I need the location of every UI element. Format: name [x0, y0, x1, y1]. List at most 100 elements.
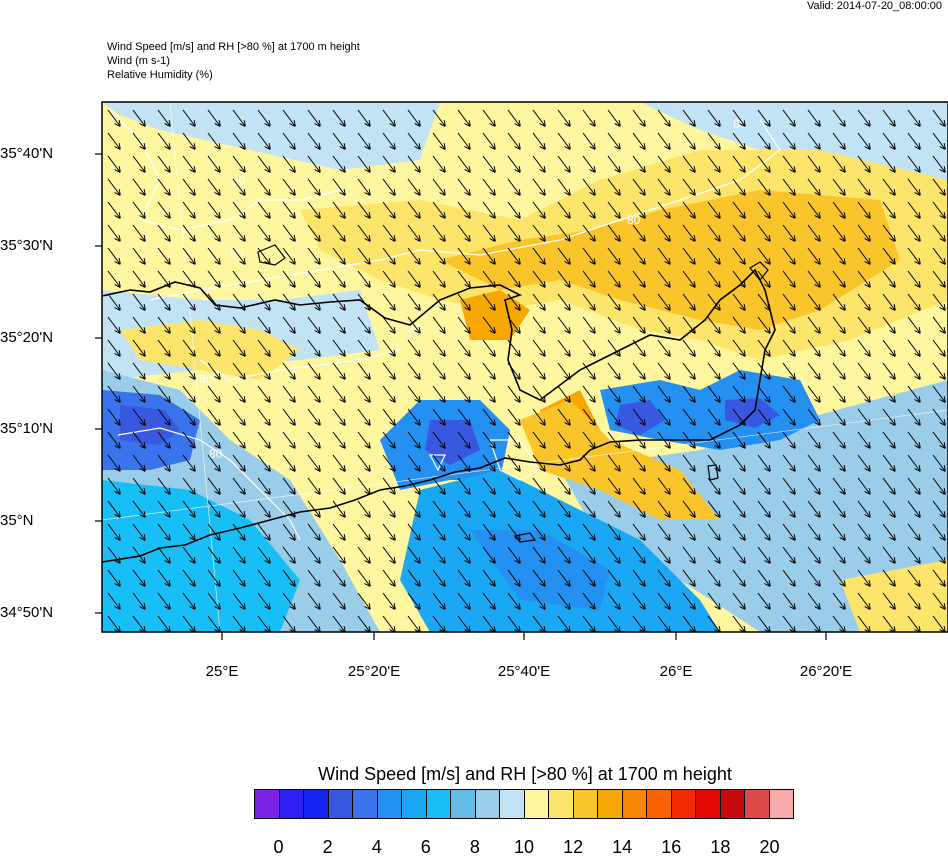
wind-arrow — [832, 339, 845, 356]
wind-arrow — [182, 500, 195, 517]
colorbar-swatch — [720, 790, 745, 818]
wind-arrow — [482, 569, 495, 586]
wind-arrow — [707, 109, 720, 126]
wind-arrow — [907, 339, 920, 356]
wind-arrow — [132, 339, 145, 356]
wind-arrow — [732, 224, 745, 241]
wind-arrow — [607, 201, 620, 218]
wind-arrow — [182, 454, 195, 471]
colorbar — [254, 789, 794, 819]
wind-arrow — [157, 132, 170, 149]
wind-arrow — [232, 592, 245, 609]
wind-arrow — [182, 178, 195, 195]
wind-arrow — [857, 454, 870, 471]
wind-arrow — [932, 201, 945, 218]
wind-arrow — [607, 546, 620, 563]
wind-arrow — [332, 270, 345, 287]
wind-arrow — [482, 408, 495, 425]
wind-arrow — [307, 293, 320, 310]
wind-arrow — [407, 178, 420, 195]
wind-arrow — [357, 454, 370, 471]
wind-arrow — [882, 477, 895, 494]
wind-arrow — [607, 109, 620, 126]
wind-arrow — [757, 569, 770, 586]
wind-arrow — [107, 546, 120, 563]
wind-arrow — [707, 247, 720, 264]
wind-arrow — [932, 316, 945, 333]
wind-arrow — [382, 362, 395, 379]
wind-arrow — [657, 454, 670, 471]
wind-arrow — [632, 615, 645, 632]
wind-arrow — [457, 569, 470, 586]
plot-frame — [101, 101, 948, 633]
wind-arrow — [382, 592, 395, 609]
wind-arrow — [482, 109, 495, 126]
wind-arrow — [432, 201, 445, 218]
wind-arrow — [507, 408, 520, 425]
wind-arrow — [757, 546, 770, 563]
wind-arrow — [632, 155, 645, 172]
wind-arrow — [732, 178, 745, 195]
wind-arrow — [382, 270, 395, 287]
wind-arrow — [507, 178, 520, 195]
wind-arrow — [157, 316, 170, 333]
wind-arrow — [307, 592, 320, 609]
wind-arrow — [232, 431, 245, 448]
wind-arrow — [532, 408, 545, 425]
wind-arrow — [107, 132, 120, 149]
wind-arrow — [682, 155, 695, 172]
wind-arrow — [882, 523, 895, 540]
wind-arrow — [182, 546, 195, 563]
wind-arrow — [582, 109, 595, 126]
wind-arrow — [657, 224, 670, 241]
wind-arrow — [857, 270, 870, 287]
wind-arrow — [232, 132, 245, 149]
wind-arrow — [432, 546, 445, 563]
blue-central-core — [425, 420, 480, 465]
wind-arrow — [807, 546, 820, 563]
wind-arrow — [132, 500, 145, 517]
wind-arrow — [307, 523, 320, 540]
wind-arrow — [432, 224, 445, 241]
wind-arrow — [432, 569, 445, 586]
wind-arrow — [907, 569, 920, 586]
wind-arrow — [507, 155, 520, 172]
header-title: Wind Speed [m/s] and RH [>80 %] at 1700 … — [107, 41, 360, 53]
wind-arrow — [157, 431, 170, 448]
wind-arrow — [757, 500, 770, 517]
wind-arrow — [607, 477, 620, 494]
wind-arrow — [457, 201, 470, 218]
wind-arrow — [607, 408, 620, 425]
wind-arrow — [757, 224, 770, 241]
wind-arrow — [857, 385, 870, 402]
wind-arrow — [507, 201, 520, 218]
wind-arrow — [332, 615, 345, 632]
wind-arrow — [907, 293, 920, 310]
wind-arrow — [382, 523, 395, 540]
wind-arrow — [932, 109, 945, 126]
light-blue-se — [560, 380, 948, 632]
wind-arrow — [107, 109, 120, 126]
wind-arrow — [857, 546, 870, 563]
wind-arrow — [132, 155, 145, 172]
wind-arrow — [557, 615, 570, 632]
wind-arrow — [832, 546, 845, 563]
wind-arrow — [932, 293, 945, 310]
wind-arrow — [432, 155, 445, 172]
colorbar-label: 18 — [710, 837, 731, 857]
wind-arrow — [307, 155, 320, 172]
wind-arrow — [132, 431, 145, 448]
wind-arrow — [307, 132, 320, 149]
wind-arrow — [782, 569, 795, 586]
wind-arrow — [282, 569, 295, 586]
wind-arrow — [357, 155, 370, 172]
wind-arrow — [332, 477, 345, 494]
wind-arrow — [607, 132, 620, 149]
wind-arrow — [232, 500, 245, 517]
wind-arrow — [507, 293, 520, 310]
wind-arrow — [807, 592, 820, 609]
wind-arrow — [332, 362, 345, 379]
wind-arrow — [232, 155, 245, 172]
wind-arrow — [757, 454, 770, 471]
wind-arrow — [432, 293, 445, 310]
